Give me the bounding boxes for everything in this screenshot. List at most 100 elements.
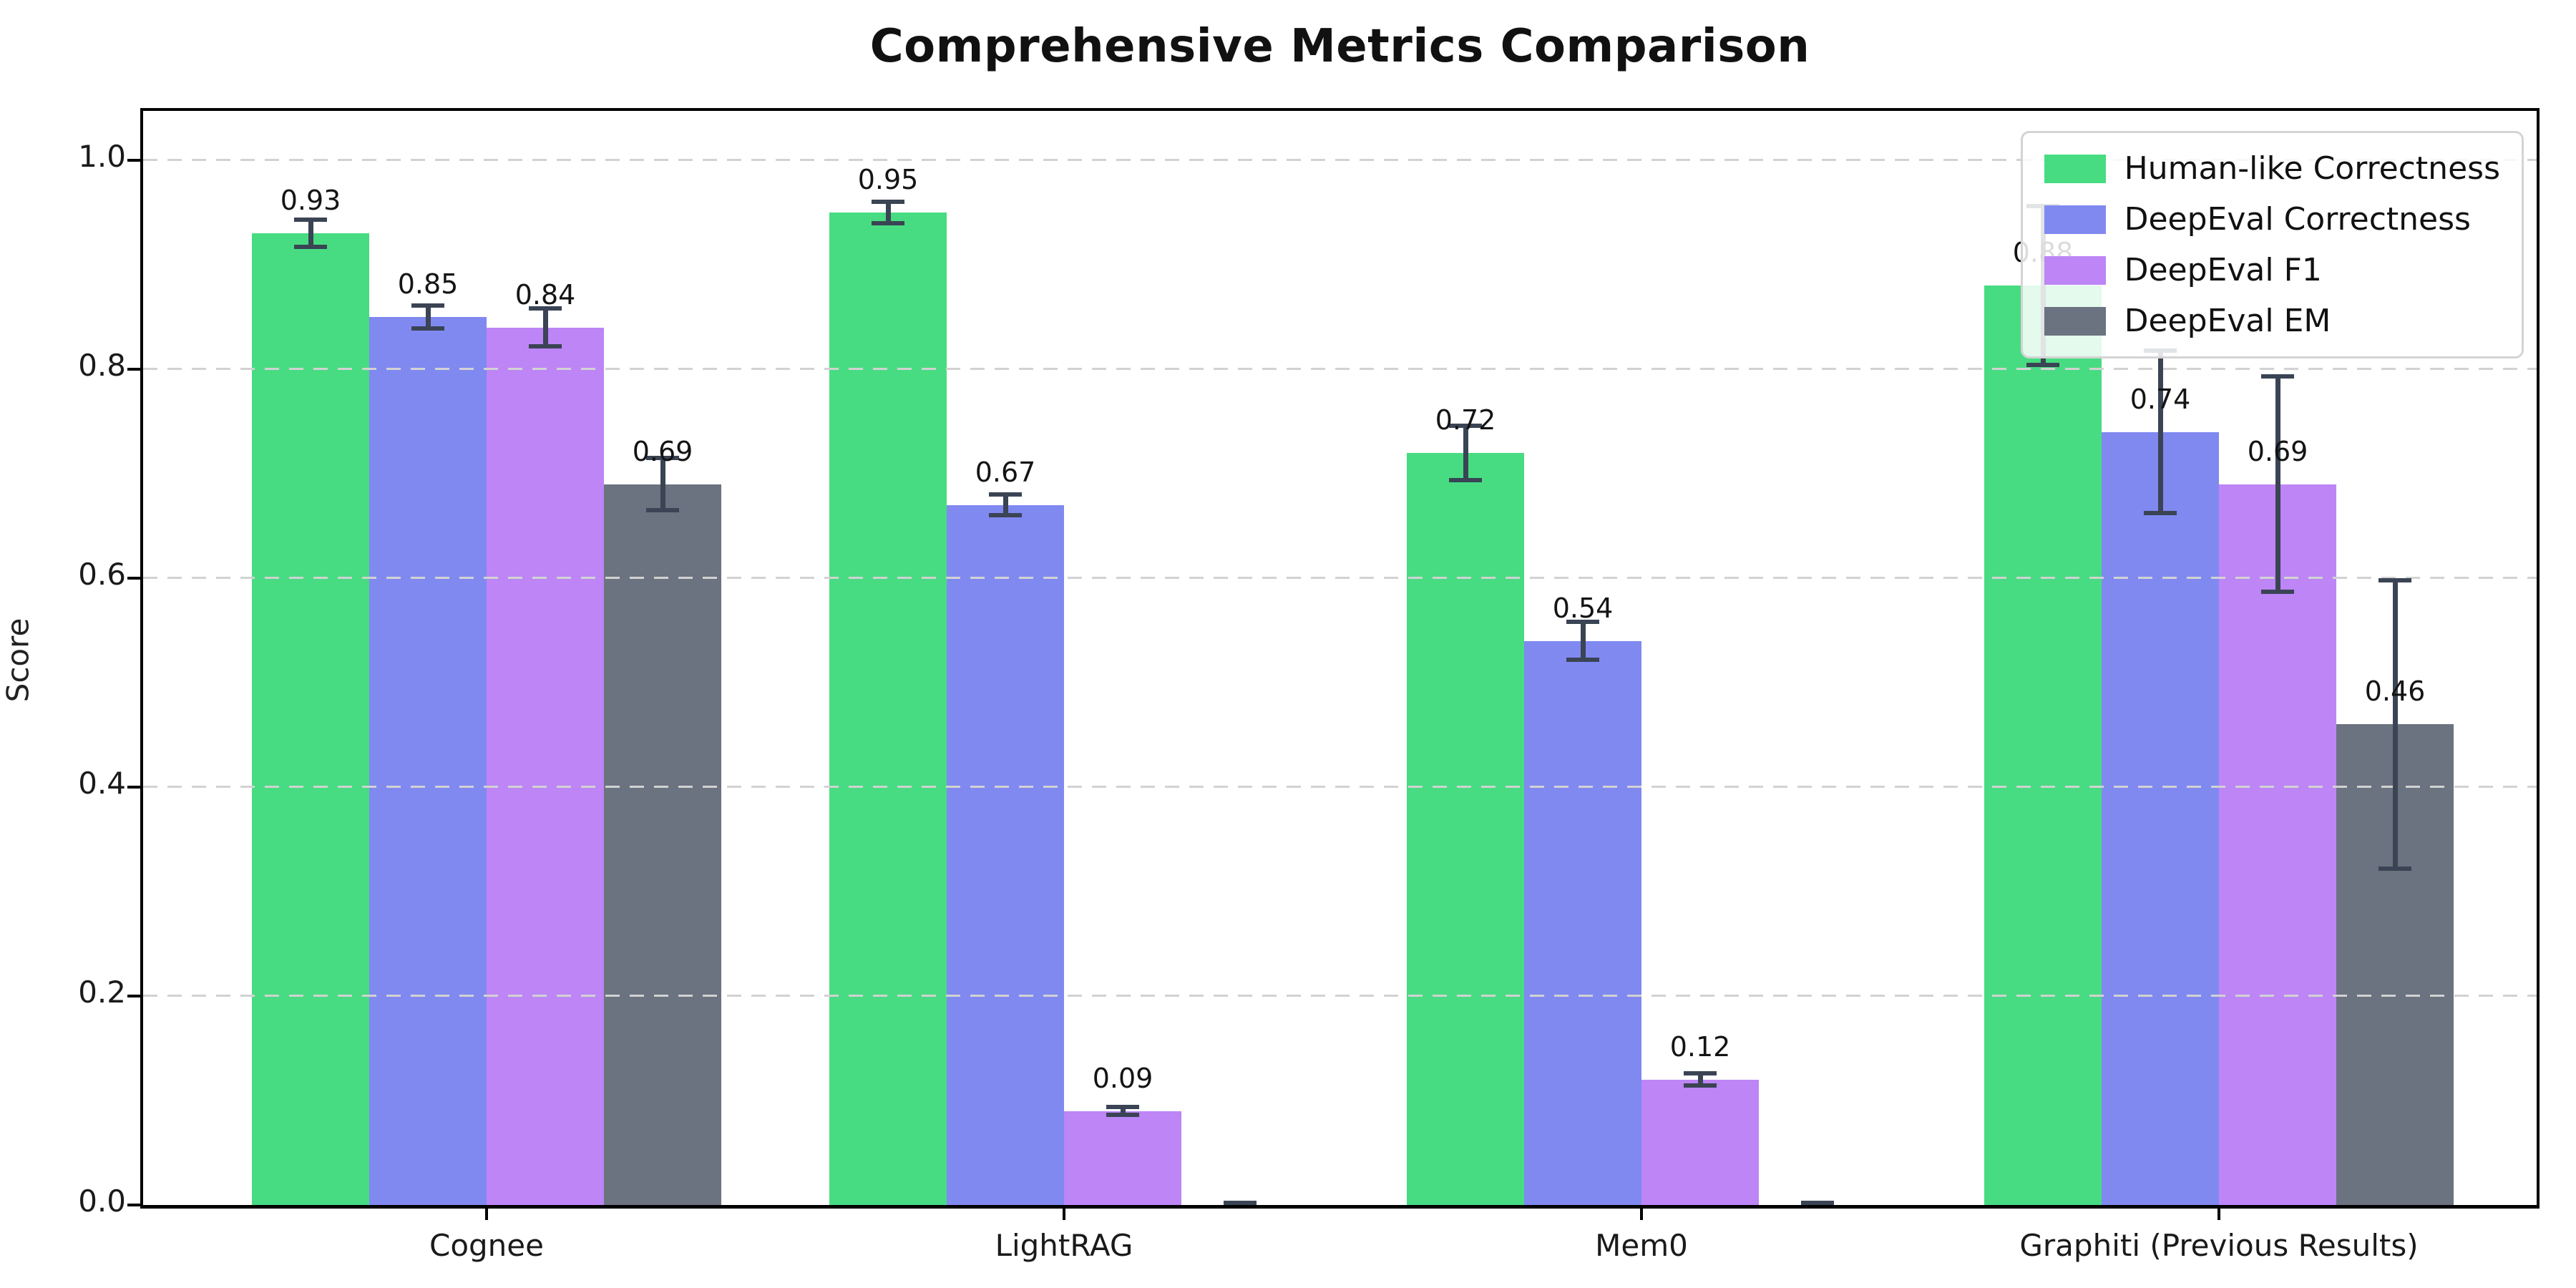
error-bar: [2261, 374, 2294, 594]
axis-spine-left: [140, 108, 143, 1208]
bar-value-label: 0.85: [397, 268, 459, 300]
error-bar-line: [1120, 1104, 1126, 1118]
error-bar: [294, 218, 327, 250]
x-axis-tick: [2218, 1209, 2220, 1220]
y-axis-tick-label: 0.4: [78, 766, 126, 801]
error-bar-cap-top: [2379, 578, 2411, 582]
error-bar: [1566, 620, 1599, 662]
bar: [1984, 286, 2102, 1205]
error-bar: [1106, 1104, 1139, 1118]
plot-area: 0.930.950.720.880.850.670.540.740.840.09…: [143, 111, 2537, 1205]
error-bar-cap-bottom: [294, 245, 327, 250]
y-axis-tick-label: 0.0: [78, 1184, 126, 1219]
error-bar-cap-bottom: [2026, 363, 2059, 368]
error-bar-cap-top: [1684, 1071, 1717, 1076]
error-bar: [1224, 1201, 1257, 1205]
error-bar-line: [1697, 1071, 1703, 1088]
y-axis-tick-label: 0.2: [78, 975, 126, 1010]
legend-item: Human-like Correctness: [2044, 150, 2500, 187]
error-bar-cap-bottom: [2144, 511, 2177, 516]
error-bar-cap-top: [1106, 1104, 1139, 1109]
y-axis-tick-label: 1.0: [78, 139, 126, 174]
error-bar-cap-top: [1449, 423, 1482, 428]
y-axis-tick: [127, 786, 140, 789]
legend-item: DeepEval Correctness: [2044, 201, 2500, 238]
error-bar: [989, 492, 1022, 518]
bar: [1064, 1111, 1181, 1205]
error-bar: [411, 303, 444, 331]
bar-value-label: 0.12: [1669, 1030, 1731, 1063]
gridline: [143, 368, 2537, 370]
bar: [947, 504, 1064, 1205]
bar: [369, 317, 487, 1205]
y-axis-tick: [127, 995, 140, 997]
legend-item: DeepEval F1: [2044, 252, 2500, 288]
axis-spine-bottom: [140, 1205, 2540, 1209]
error-bar-cap-bottom: [2379, 866, 2411, 871]
error-bar: [529, 306, 562, 348]
legend-swatch: [2044, 306, 2106, 336]
x-axis-tick: [1063, 1209, 1065, 1220]
error-bar-line: [885, 200, 891, 225]
gridline: [143, 159, 2537, 161]
axis-spine-top: [140, 108, 2540, 111]
error-bar-cap-top: [411, 303, 444, 308]
error-bar-cap-bottom: [1684, 1083, 1717, 1088]
error-bar-line: [1002, 492, 1008, 518]
legend-swatch: [2044, 154, 2106, 183]
legend-swatch: [2044, 205, 2106, 234]
error-bar-cap-top: [872, 200, 904, 205]
legend: Human-like Correctness DeepEval Correctne…: [2020, 131, 2524, 358]
error-bar-line: [2392, 578, 2398, 871]
error-bar-cap-top: [2261, 374, 2294, 379]
bar-value-label: 0.69: [2247, 435, 2308, 467]
bar: [1407, 452, 1524, 1205]
bar: [252, 233, 369, 1205]
error-bar: [646, 456, 679, 512]
x-axis-tick: [485, 1209, 488, 1220]
y-axis-tick: [127, 159, 140, 162]
error-bar-cap-top: [1224, 1201, 1257, 1205]
error-bar: [1449, 423, 1482, 482]
error-bar-cap-bottom: [529, 343, 562, 348]
error-bar-cap-bottom: [1449, 477, 1482, 482]
error-bar-cap-top: [1801, 1201, 1834, 1205]
bar: [604, 484, 721, 1205]
bar-value-label: 0.72: [1435, 404, 1496, 436]
chart-title: Comprehensive Metrics Comparison: [869, 20, 1810, 73]
x-axis-tick-label: Graphiti (Previous Results): [2019, 1228, 2419, 1263]
x-axis-tick-label: LightRAG: [995, 1228, 1133, 1263]
bar: [1641, 1079, 1759, 1205]
bar: [829, 213, 947, 1205]
legend-item: DeepEval EM: [2044, 303, 2500, 339]
bar-value-label: 0.84: [514, 278, 576, 311]
error-bar-line: [2275, 374, 2280, 594]
error-bar-line: [1463, 423, 1468, 482]
error-bar-line: [1580, 620, 1586, 662]
error-bar: [1801, 1201, 1834, 1205]
error-bar-cap-top: [294, 218, 327, 223]
error-bar: [1684, 1071, 1717, 1088]
x-axis-tick-label: Mem0: [1595, 1228, 1688, 1263]
error-bar-line: [425, 303, 431, 331]
error-bar-line: [308, 218, 313, 250]
y-axis-tick: [127, 1204, 140, 1206]
error-bar: [2144, 348, 2177, 516]
error-bar-cap-bottom: [411, 326, 444, 331]
bar: [2102, 431, 2219, 1205]
gridline: [143, 995, 2537, 997]
x-axis-tick-label: Cognee: [429, 1228, 544, 1263]
error-bar-line: [660, 456, 665, 512]
error-bar-cap-top: [989, 492, 1022, 497]
bar-value-label: 0.54: [1552, 592, 1614, 624]
bar: [2219, 484, 2336, 1205]
error-bar: [2379, 578, 2411, 871]
bar-value-label: 0.09: [1092, 1062, 1153, 1094]
y-axis-tick-label: 0.6: [78, 557, 126, 592]
error-bar-cap-bottom: [1106, 1113, 1139, 1118]
y-axis-tick: [127, 577, 140, 580]
error-bar-cap-bottom: [872, 220, 904, 225]
error-bar-line: [2157, 348, 2163, 516]
bar-value-label: 0.69: [632, 435, 693, 467]
